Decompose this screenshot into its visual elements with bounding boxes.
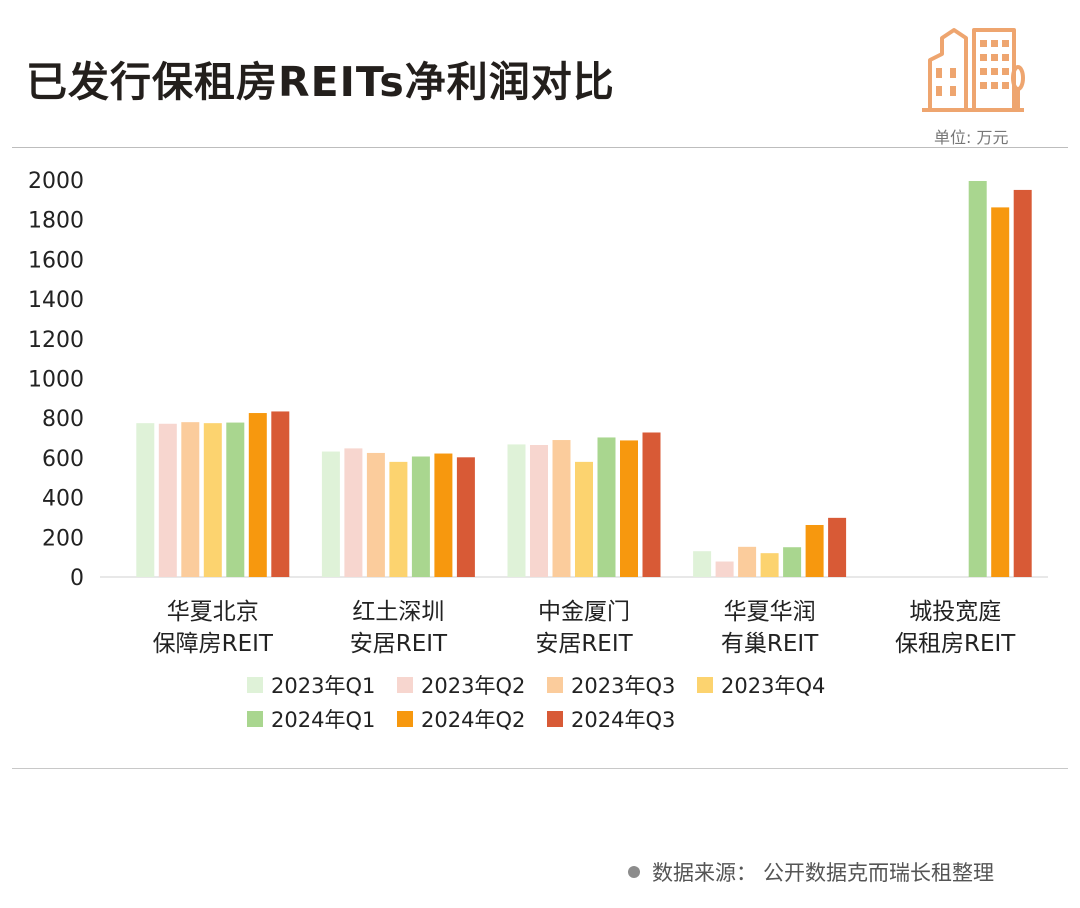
y-tick-label: 400 [42,487,84,512]
bar [456,457,475,577]
bar [158,423,177,577]
page-title: 已发行保租房REITs净利润对比 [26,58,615,106]
legend-label: 2023年Q1 [271,674,376,698]
legend-swatch [397,711,413,727]
y-tick-label: 0 [70,566,84,591]
legend-label: 2024年Q1 [271,708,376,732]
bar [760,553,779,577]
legend-swatch [247,711,263,727]
y-tick-label: 200 [42,526,84,551]
legend-swatch [697,677,713,693]
legend-item: 2024年Q3 [547,706,697,732]
bar [321,451,340,577]
legend-swatch [397,677,413,693]
x-category-label: 有巢REIT [721,631,819,657]
bar [530,444,548,577]
bar [828,517,847,577]
data-source: 数据来源 公开数据克而瑞长租整理 [628,857,994,887]
bar [1013,189,1032,578]
legend-label: 2024年Q3 [571,708,676,732]
legend-item: 2024年Q1 [247,706,397,732]
y-tick-label: 1800 [28,209,84,234]
bar [552,440,571,577]
bar [693,551,712,577]
bar [226,422,245,577]
bar [389,461,408,577]
x-category-label: 中金厦门 [538,599,630,625]
chart-legend: 2023年Q1 2023年Q2 2023年Q3 2023年Q4 2024年Q1 … [247,672,847,732]
bar [968,180,987,577]
bar [366,452,385,577]
x-category-label: 保障房REIT [153,631,274,657]
legend-label: 2023年Q3 [571,674,676,698]
building-icon [922,28,1025,112]
bar [203,423,222,577]
legend-label: 2024年Q2 [421,708,526,732]
legend-swatch [547,677,563,693]
bar [642,432,661,577]
y-tick-label: 1000 [28,368,84,393]
legend-label: 2023年Q2 [421,674,526,698]
bar [783,547,802,577]
x-category-label: 安居REIT [535,631,633,657]
legend-item: 2023年Q4 [697,672,847,698]
y-tick-label: 1600 [28,248,84,273]
x-category-label: 华夏华润 [724,599,816,625]
unit-label: 单位: 万元 [934,128,1009,147]
y-tick-label: 800 [42,407,84,432]
bar [136,423,155,577]
y-tick-label: 600 [42,447,84,472]
x-category-label: 城投宽庭 [909,599,1001,625]
x-category-label: 安居REIT [350,631,448,657]
source-label: 数据来源 [652,857,757,887]
legend-item: 2023年Q2 [397,672,547,698]
legend-label: 2023年Q4 [721,674,826,698]
legend-swatch [247,677,263,693]
bar [620,440,638,577]
footer-divider [12,768,1068,769]
bar [575,461,593,577]
x-category-label: 红土深圳 [352,599,444,625]
bar [715,561,734,577]
legend-item: 2023年Q1 [247,672,397,698]
x-category-label: 华夏北京 [167,599,259,625]
bar [597,437,616,577]
legend-item: 2023年Q3 [547,672,697,698]
bar [738,546,757,577]
legend-item: 2024年Q2 [397,706,547,732]
bar [805,524,824,577]
bar [271,411,290,577]
bar [181,422,200,577]
source-text: 公开数据克而瑞长租整理 [763,861,994,885]
bullet-icon [628,866,640,878]
bar [248,413,267,577]
legend-swatch [547,711,563,727]
bar [344,448,363,577]
bar [991,207,1010,577]
bar [411,456,430,577]
bar-chart: 0 200 400 600 800 1000 1200 1400 1600 1800 2000 华夏北… [28,169,1048,657]
x-category-label: 保租房REIT [895,631,1016,657]
y-tick-label: 2000 [28,169,84,194]
y-tick-label: 1400 [28,288,84,313]
y-tick-label: 1200 [28,328,84,353]
bar [507,444,526,577]
bar [434,453,453,577]
header-divider [12,147,1068,148]
